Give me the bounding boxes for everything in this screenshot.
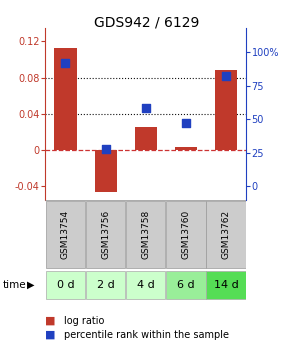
Text: 14 d: 14 d <box>214 280 239 289</box>
Text: GSM13754: GSM13754 <box>61 210 70 259</box>
Point <box>63 60 68 66</box>
Text: time: time <box>3 280 27 289</box>
Point <box>144 106 148 111</box>
Text: GSM13758: GSM13758 <box>141 210 150 259</box>
Bar <box>46 201 85 268</box>
Text: GSM13756: GSM13756 <box>101 210 110 259</box>
Bar <box>54 48 76 150</box>
Text: 4 d: 4 d <box>137 280 155 289</box>
Bar <box>135 127 157 150</box>
Text: percentile rank within the sample: percentile rank within the sample <box>64 330 229 339</box>
Text: GSM13762: GSM13762 <box>222 210 231 259</box>
Bar <box>126 201 166 268</box>
Bar <box>206 201 246 268</box>
Text: 2 d: 2 d <box>97 280 115 289</box>
Bar <box>95 150 117 192</box>
Point <box>184 120 188 126</box>
Bar <box>215 70 237 150</box>
Bar <box>46 270 85 299</box>
Text: 0 d: 0 d <box>57 280 74 289</box>
Bar <box>126 270 166 299</box>
Bar <box>166 201 206 268</box>
Text: ■: ■ <box>45 316 56 326</box>
Text: ■: ■ <box>45 330 56 339</box>
Text: 6 d: 6 d <box>177 280 195 289</box>
Point <box>103 146 108 151</box>
Text: log ratio: log ratio <box>64 316 105 326</box>
Bar <box>175 147 197 150</box>
Text: ▶: ▶ <box>27 280 35 289</box>
Text: GDS942 / 6129: GDS942 / 6129 <box>94 16 199 30</box>
Bar <box>86 201 125 268</box>
Bar <box>206 270 246 299</box>
Text: GSM13760: GSM13760 <box>181 210 190 259</box>
Bar <box>86 270 125 299</box>
Bar <box>166 270 206 299</box>
Point <box>224 73 229 79</box>
